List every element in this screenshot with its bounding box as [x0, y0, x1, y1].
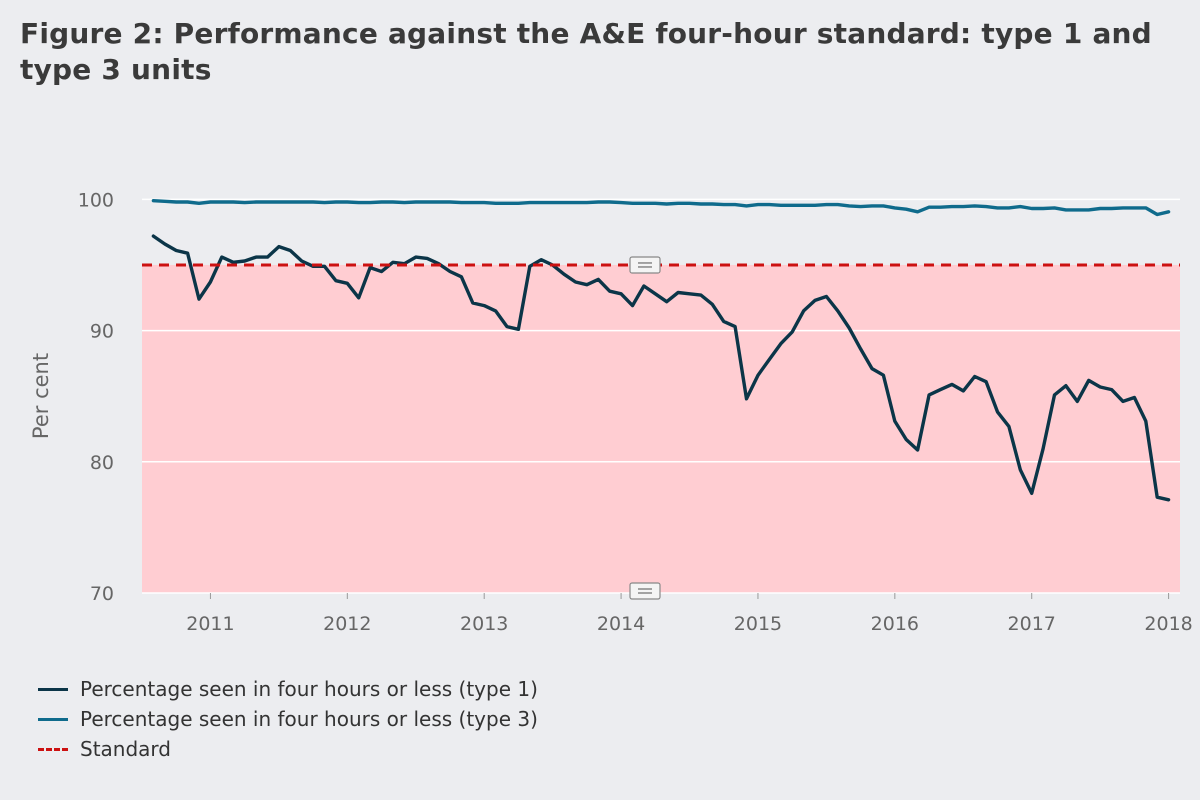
region-top-handle[interactable] [629, 256, 661, 274]
legend-label-type3: Percentage seen in four hours or less (t… [80, 707, 538, 731]
region-bottom-handle[interactable] [629, 582, 661, 600]
series-line-type3 [151, 199, 1171, 217]
chart-title: Figure 2: Performance against the A&E fo… [20, 17, 1152, 86]
legend-label-standard: Standard [80, 737, 171, 761]
x-tick-label-2016: 2016 [871, 613, 919, 635]
legend-swatch-type1 [38, 687, 68, 691]
y-tick-label-90: 90 [90, 321, 114, 343]
x-tick-label-2015: 2015 [734, 613, 782, 635]
x-tick-label-2013: 2013 [460, 613, 508, 635]
y-tick-label-80: 80 [90, 452, 114, 474]
below-standard-region [142, 264, 1180, 593]
x-tick-label-2012: 2012 [323, 613, 371, 635]
y-tick-label-70: 70 [90, 583, 114, 605]
x-tick-label-2014: 2014 [597, 613, 645, 635]
legend-swatch-standard [38, 747, 68, 751]
legend: Percentage seen in four hours or less (t… [38, 674, 538, 764]
legend-item-type3[interactable]: Percentage seen in four hours or less (t… [38, 704, 538, 734]
legend-swatch-type3 [38, 717, 68, 721]
region-bottom-handle-box[interactable] [629, 582, 661, 600]
x-tick-label-2011: 2011 [186, 613, 234, 635]
series-line-type1 [151, 234, 1171, 502]
x-tick-label-2017: 2017 [1008, 613, 1056, 635]
y-tick-label-100: 100 [78, 189, 114, 211]
x-tick-label-2018: 2018 [1144, 613, 1192, 635]
legend-label-type1: Percentage seen in four hours or less (t… [80, 677, 538, 701]
legend-item-standard[interactable]: Standard [38, 734, 538, 764]
legend-item-type1[interactable]: Percentage seen in four hours or less (t… [38, 674, 538, 704]
y-axis-title: Per cent [29, 353, 53, 439]
region-top-handle-box[interactable] [629, 256, 661, 274]
